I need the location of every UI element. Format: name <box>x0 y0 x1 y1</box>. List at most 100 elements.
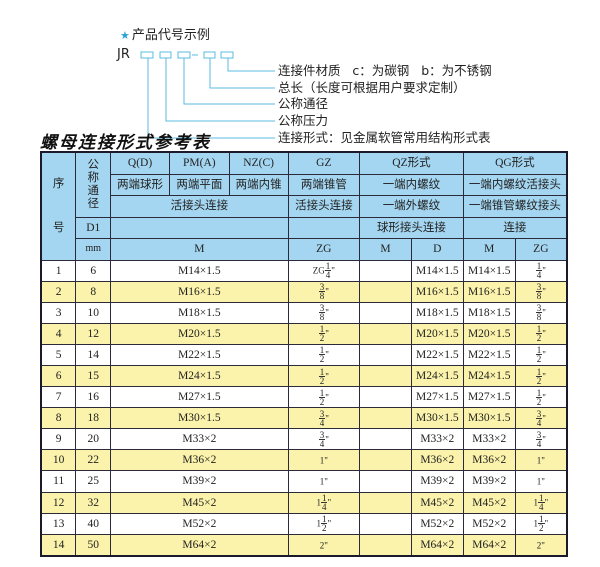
cell-m: M20×1.5 <box>110 322 289 345</box>
table-row: 11 25 M39×2 1" M39×2 M39×2 1" <box>40 470 568 493</box>
cell-qz-m <box>359 343 412 366</box>
cell-qg-zg: 1 1 2 " <box>514 512 568 535</box>
table-row: 12 32 M45×2 1 1 4 " M45×2 M45×2 1 1 4 " <box>40 491 568 514</box>
header-d1: D1 <box>75 216 112 239</box>
cell-qz-m <box>359 491 412 514</box>
cell-qz-m <box>359 280 412 303</box>
cell-qz-d: M30×1.5 <box>410 407 464 430</box>
denominator: 8 <box>536 291 542 302</box>
header-r3-gz: 活接头连接 <box>287 195 361 218</box>
table-row: 10 22 M36×2 1" M36×2 M36×2 1" <box>40 449 568 472</box>
cell-qg-zg: 1 2 " <box>514 386 568 409</box>
table-body: 1 6 M14×1.5 ZG 1 4 " M14×1.5 M14×1.5 1 4 " 2 8 M16×1.5… <box>40 259 568 557</box>
cell-qz-m <box>359 470 412 493</box>
header-qd: Q(D) <box>110 151 170 175</box>
denominator: 8 <box>319 291 325 302</box>
cell-dn: 10 <box>75 301 112 324</box>
cell-m: M39×2 <box>110 470 289 493</box>
cell-dn: 18 <box>75 407 112 430</box>
cell-qz-d: M52×2 <box>410 512 464 535</box>
cell-m: M30×1.5 <box>110 407 289 430</box>
zg-prefix: 1 <box>533 497 539 508</box>
numerator: 3 <box>535 408 543 419</box>
cell-m: M14×1.5 <box>110 259 289 282</box>
cell-m: M45×2 <box>110 491 289 514</box>
cell-m: M16×1.5 <box>110 280 289 303</box>
header-r4-qz: 球形接头连接 <box>359 216 464 239</box>
inch-mark: " <box>542 434 546 445</box>
inch-mark: " <box>542 286 546 297</box>
cell-dn: 14 <box>75 343 112 366</box>
denominator: 2 <box>536 396 542 407</box>
denominator: 2 <box>321 523 327 534</box>
numerator: 3 <box>535 429 543 440</box>
cell-seq: 1 <box>40 259 77 282</box>
cell-qz-d: M33×2 <box>410 428 464 451</box>
leader-line-length <box>209 58 275 89</box>
zg-prefix: 1 <box>316 497 321 508</box>
cell-qg-zg: 3 8 " <box>514 280 568 303</box>
header-seq: 序号 <box>40 151 77 261</box>
cell-dn: 22 <box>75 449 112 472</box>
cell-dn: 6 <box>75 259 112 282</box>
label-material: 连接件材质 c：为碳钢 b：为不锈钢 <box>278 63 492 78</box>
cell-qz-d: M39×2 <box>410 470 464 493</box>
cell-qg-m: M36×2 <box>462 449 516 472</box>
header-zg: ZG <box>287 238 361 261</box>
cell-dn: 16 <box>75 386 112 409</box>
cell-qg-m: M30×1.5 <box>462 407 516 430</box>
denominator: 4 <box>319 417 325 428</box>
cell-qz-m <box>359 386 412 409</box>
cell-m: M64×2 <box>110 533 289 557</box>
inch-mark: " <box>325 392 329 403</box>
header-qg: QG形式 <box>462 151 568 175</box>
cell-gz-zg: 2" <box>287 533 361 557</box>
cell-m: M22×1.5 <box>110 343 289 366</box>
header-r3-qg: 一端锥管螺纹接头 <box>462 195 568 218</box>
cell-qz-m <box>359 449 412 472</box>
cell-qg-m: M33×2 <box>462 428 516 451</box>
inch-mark: " <box>542 265 546 276</box>
cell-seq: 12 <box>40 491 77 514</box>
label-pressure: 公称压力 <box>278 113 329 128</box>
cell-qz-d: M45×2 <box>410 491 464 514</box>
legend-title-text: 产品代号示例 <box>131 28 210 43</box>
header-dn-text: 公称通径 <box>87 158 100 210</box>
label-diameter: 公称通径 <box>278 96 329 111</box>
legend-title: ★ 产品代号示例 <box>120 24 210 43</box>
cell-dn: 40 <box>75 512 112 535</box>
cell-dn: 15 <box>75 364 112 388</box>
zg-prefix: 1 <box>533 518 539 529</box>
cell-seq: 10 <box>40 449 77 472</box>
header-seq-bottom: 号 <box>52 222 65 235</box>
cell-qz-m <box>359 364 412 388</box>
cell-qg-m: M24×1.5 <box>462 364 516 388</box>
cell-qz-m <box>359 512 412 535</box>
cell-dn: 25 <box>75 470 112 493</box>
numerator: 1 <box>538 514 545 525</box>
table-title: 螺母连接形式参考表 <box>40 133 211 153</box>
numerator: 1 <box>320 493 328 504</box>
cell-gz-zg: 1" <box>287 470 361 493</box>
cell-gz-zg: 3 4 " <box>287 428 361 451</box>
cell-qg-m: M22×1.5 <box>462 343 516 366</box>
cell-seq: 14 <box>40 533 77 557</box>
inch-mark: " <box>542 392 546 403</box>
numerator: 1 <box>320 514 328 525</box>
inch-mark: " <box>542 307 546 318</box>
inch-mark: " <box>542 328 546 339</box>
cell-m: M24×1.5 <box>110 364 289 388</box>
code-box-diameter <box>177 51 191 59</box>
header-pma: PM(A) <box>168 151 230 175</box>
table-row: 7 16 M27×1.5 1 2 " M27×1.5 M27×1.5 1 2 " <box>40 386 568 409</box>
label-length: 总长（长度可根据用户要求定制） <box>278 80 466 95</box>
denominator: 2 <box>319 354 325 365</box>
numerator: 3 <box>535 303 543 314</box>
inch-mark: " <box>325 371 329 382</box>
inch-mark: " <box>325 307 329 318</box>
leader-line-pressure <box>165 58 275 122</box>
